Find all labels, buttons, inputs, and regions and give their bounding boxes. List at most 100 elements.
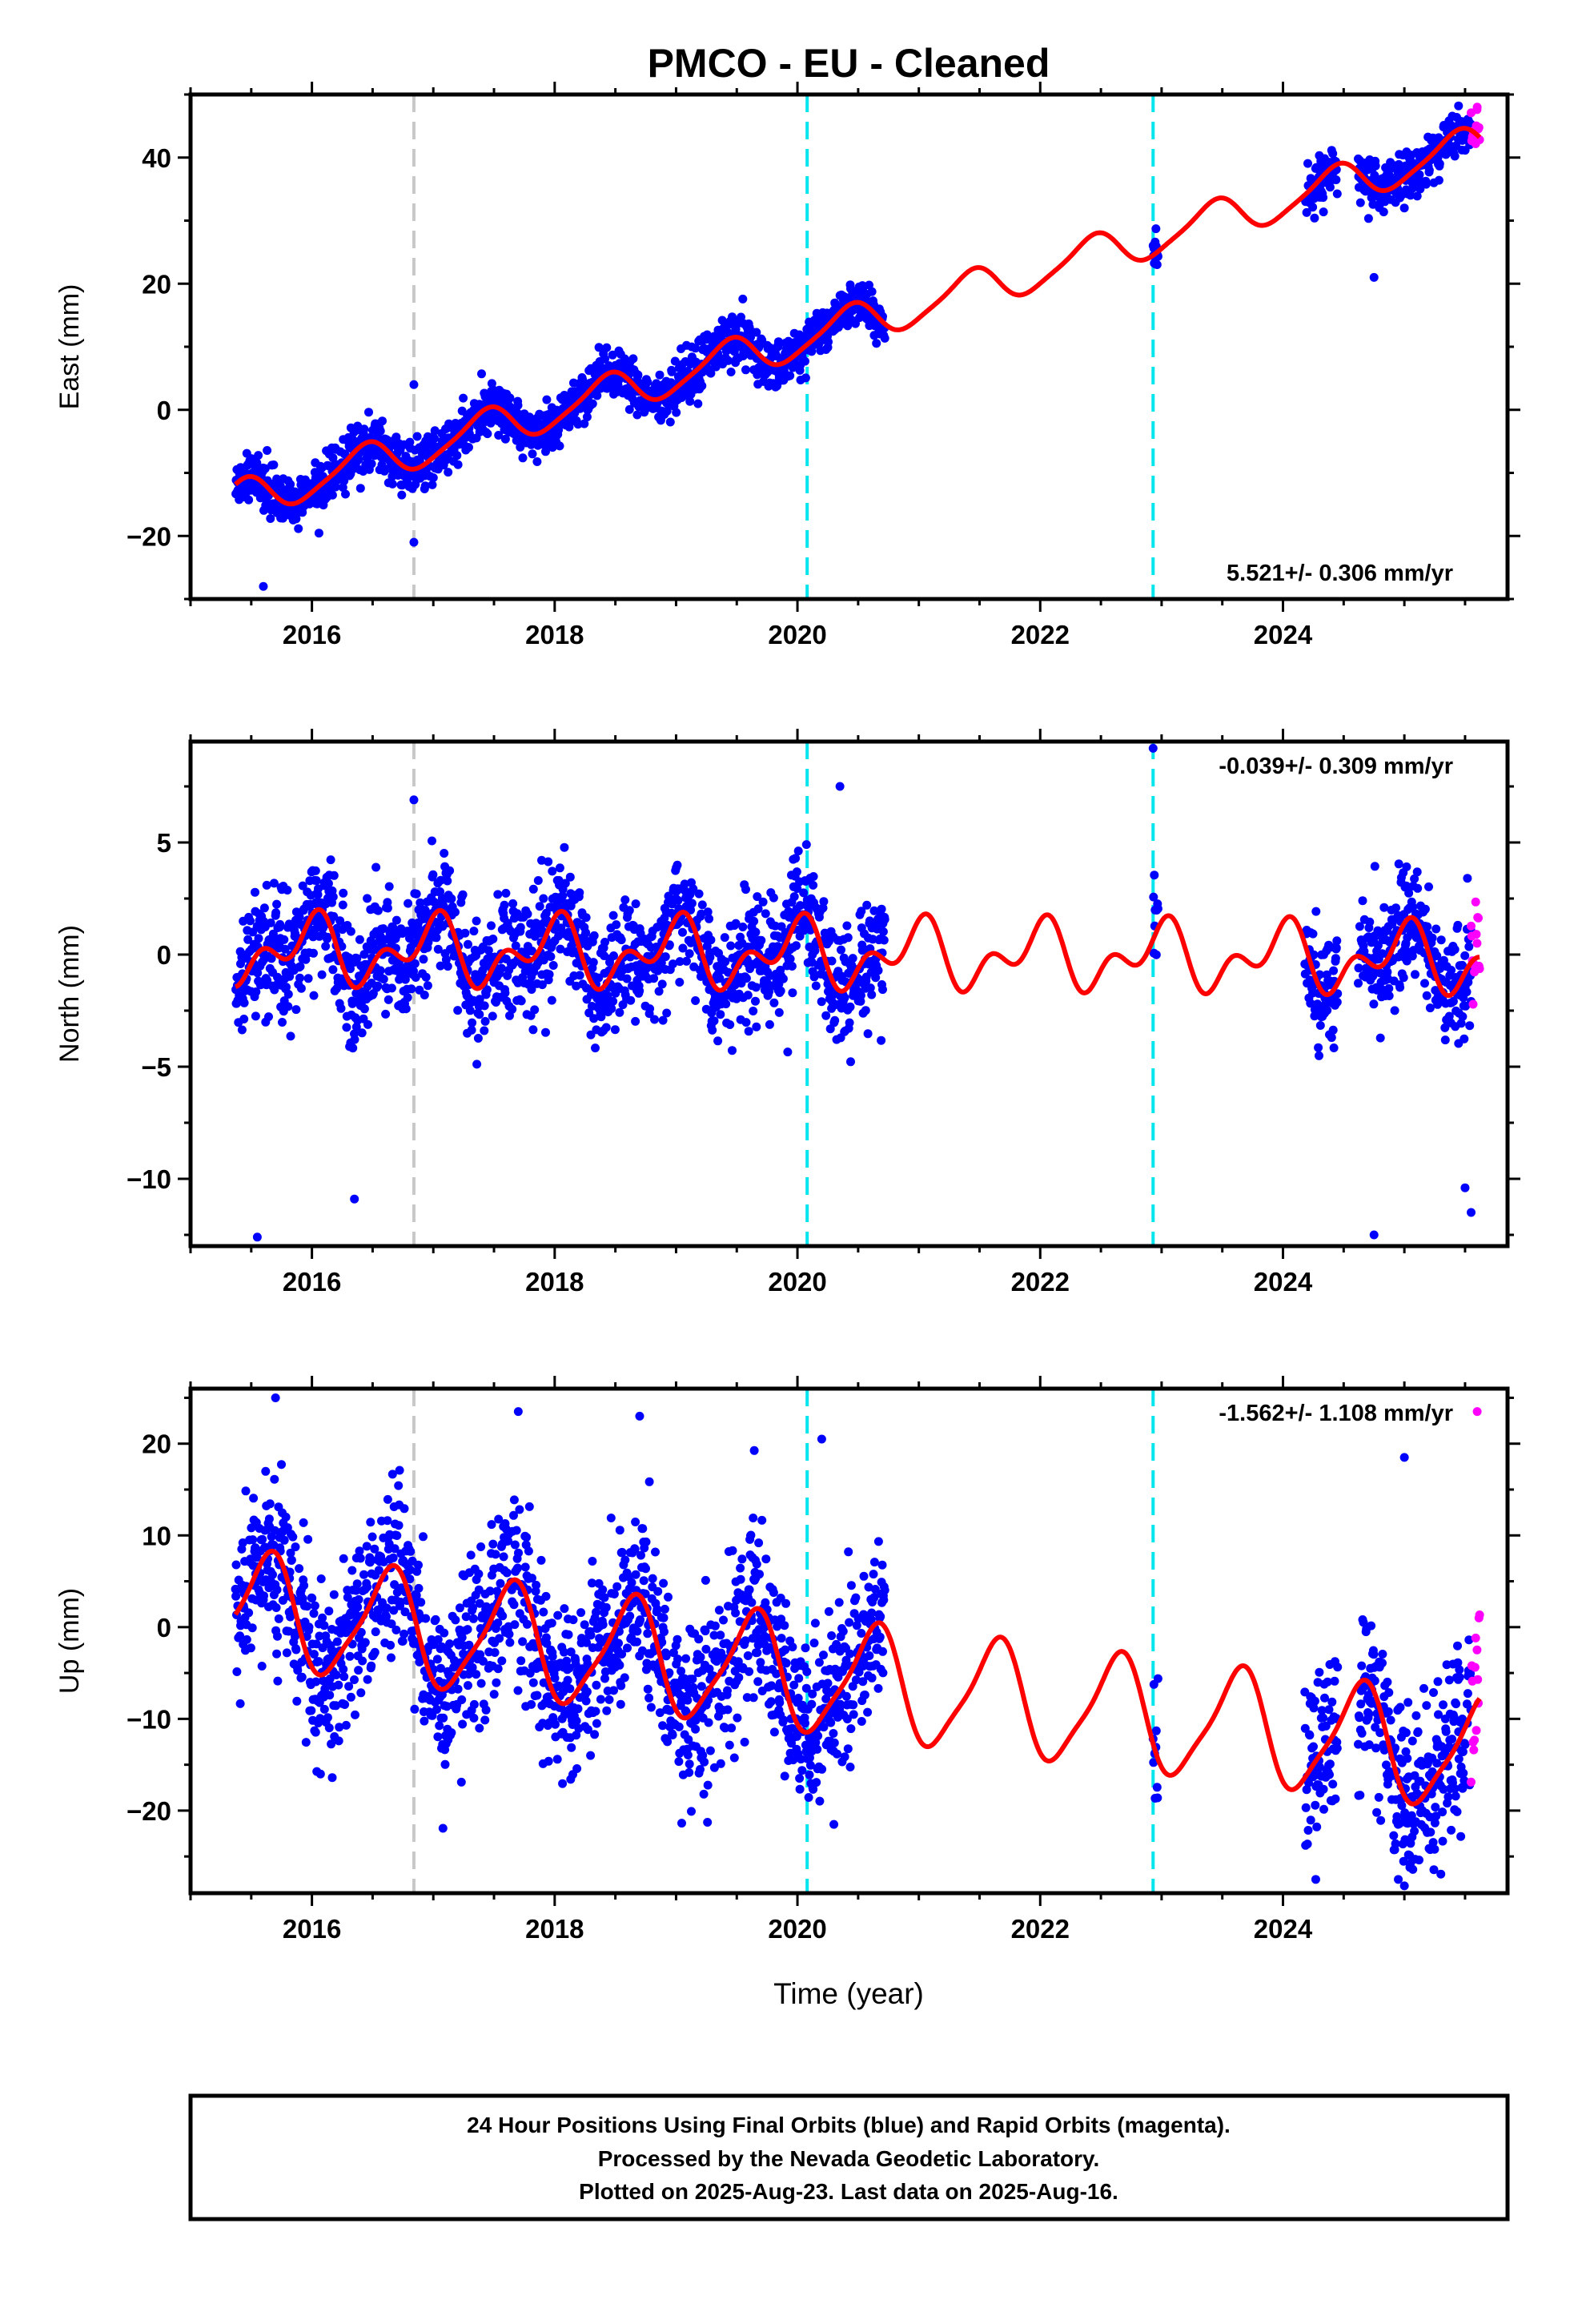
north-data-point (309, 991, 319, 1000)
up-data-point (343, 1593, 352, 1602)
up-data-point (609, 1590, 619, 1598)
north-data-point (608, 911, 618, 920)
north-data-point (338, 900, 347, 910)
up-data-point (568, 1615, 578, 1625)
up-data-point (359, 1570, 368, 1579)
north-data-point (1422, 991, 1431, 1000)
up-data-point (583, 1725, 592, 1735)
up-data-point (355, 1546, 364, 1556)
north-data-point (687, 899, 697, 908)
north-data-point (475, 1010, 484, 1019)
up-data-point (340, 1700, 350, 1709)
up-data-point (615, 1660, 624, 1670)
up-data-point (390, 1544, 400, 1554)
up-data-point (416, 1598, 426, 1607)
up-data-point (583, 1659, 592, 1669)
north-data-point (878, 985, 887, 995)
east-data-point (741, 365, 750, 375)
up-data-point (277, 1460, 286, 1470)
up-data-point (455, 1603, 464, 1613)
north-data-point (809, 872, 818, 881)
east-data-point (1325, 183, 1335, 192)
north-data-point (581, 928, 591, 938)
east-data-point (633, 370, 643, 380)
east-data-point (331, 482, 340, 492)
north-data-point (443, 962, 452, 971)
east-data-point (327, 490, 337, 500)
up-data-point (573, 1704, 583, 1714)
up-data-point (421, 1614, 431, 1623)
north-data-point (654, 987, 664, 996)
up-data-point (509, 1510, 518, 1520)
up-data-point (265, 1499, 275, 1509)
east-data-point (1434, 175, 1443, 185)
north-data-point (480, 1001, 489, 1011)
north-data-point (1463, 874, 1472, 883)
north-data-point (516, 996, 526, 1006)
up-data-point (576, 1608, 586, 1618)
north-data-point (689, 884, 698, 894)
north-data-point (280, 944, 290, 954)
north-data-point (432, 933, 441, 943)
up-data-point (457, 1633, 467, 1642)
up-data-point (588, 1557, 597, 1566)
up-data-point (235, 1631, 245, 1641)
north-x-tick-label: 2022 (1011, 1267, 1070, 1297)
east-data-point (1424, 166, 1434, 175)
up-data-point (295, 1564, 304, 1574)
up-data-point (400, 1629, 409, 1638)
up-data-point (447, 1728, 456, 1738)
north-data-point (753, 904, 763, 914)
up-data-point (571, 1660, 580, 1669)
up-data-point (609, 1686, 618, 1695)
up-data-point (314, 1657, 323, 1667)
north-data-point (777, 922, 786, 931)
north-data-point (251, 1011, 260, 1021)
up-data-point (282, 1648, 291, 1658)
north-data-point (264, 1012, 273, 1022)
north-data-point (1150, 870, 1159, 880)
up-data-point (498, 1611, 508, 1621)
up-data-point (548, 1652, 557, 1661)
north-data-point (441, 955, 451, 964)
up-data-point (572, 1731, 581, 1740)
up-data-point (247, 1623, 257, 1633)
north-data-point (1332, 936, 1342, 946)
north-data-point (1149, 892, 1158, 902)
up-data-point (274, 1614, 283, 1623)
east-data-point (670, 356, 680, 366)
north-data-point (1448, 996, 1458, 1006)
up-data-point (394, 1481, 404, 1490)
up-data-point (587, 1578, 596, 1588)
up-data-point (419, 1532, 428, 1542)
north-data-point (575, 888, 584, 898)
east-data-point (1371, 161, 1380, 171)
north-data-point (1327, 1033, 1336, 1043)
north-data-point (403, 993, 412, 1003)
east-data-point (693, 399, 703, 408)
north-data-point (363, 1019, 372, 1029)
up-data-point (367, 1661, 376, 1671)
north-data-point (622, 974, 632, 983)
east-y-tick-label: 0 (157, 396, 171, 425)
north-data-point (615, 1007, 624, 1017)
east-data-point (444, 468, 453, 477)
east-data-point (359, 424, 369, 434)
east-data-point (528, 449, 537, 459)
east-data-point (1328, 149, 1338, 159)
north-data-point (608, 996, 618, 1006)
east-rapid-point (1472, 105, 1482, 115)
north-data-point (603, 991, 612, 1000)
east-data-point (1412, 191, 1422, 201)
north-data-point (877, 1035, 886, 1045)
up-final-orbit-points (231, 1393, 1482, 1891)
north-data-point (589, 931, 599, 940)
up-data-point (552, 1755, 562, 1764)
up-data-point (451, 1615, 460, 1625)
north-data-point (348, 1043, 358, 1053)
north-data-point (705, 952, 715, 962)
east-data-point (1151, 224, 1161, 234)
north-x-tick-label: 2020 (768, 1267, 826, 1297)
up-data-point (323, 1713, 332, 1723)
up-data-point (586, 1751, 596, 1760)
